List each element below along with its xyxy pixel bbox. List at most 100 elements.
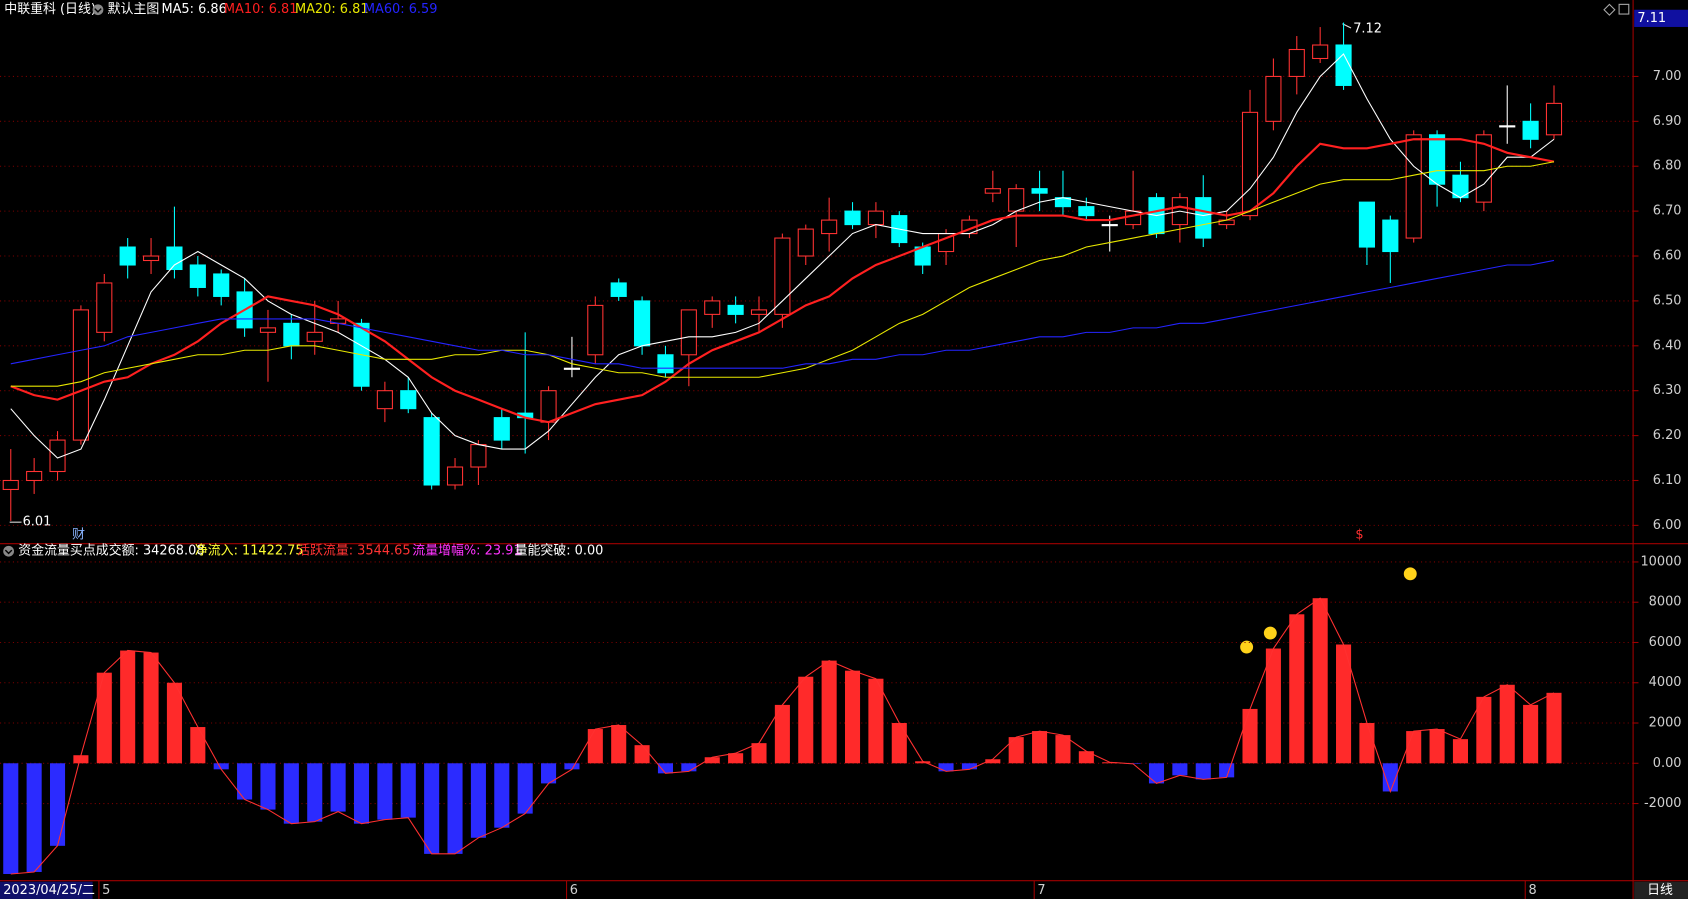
candle-body (72, 309, 89, 441)
flow-bar (400, 763, 416, 818)
legend-entry: MA20: 6.81 (295, 2, 369, 17)
flow-bar (1032, 731, 1048, 764)
flow-bar (424, 763, 440, 854)
candle-body (306, 331, 323, 342)
template-icon[interactable] (92, 4, 104, 16)
y-tick-label: 6.60 (1653, 249, 1682, 264)
candle-body (2, 479, 19, 491)
candle-body (1078, 206, 1095, 217)
candle-body (1475, 134, 1492, 203)
flow-line (10, 597, 1555, 875)
candle-body (142, 255, 160, 262)
flow-bar (213, 763, 229, 770)
flow-bar (1499, 684, 1515, 764)
candle-body (1312, 44, 1329, 60)
candle-body (680, 309, 697, 356)
candle-body (470, 444, 487, 468)
candle-body (49, 439, 66, 473)
indicator-value: 量能突破: 0.00 (515, 543, 604, 559)
flow-bar (798, 676, 814, 764)
flow-bar (330, 763, 346, 812)
candle-body (1008, 188, 1025, 212)
candle-body (610, 282, 627, 297)
flow-bar (1008, 737, 1024, 764)
last-price-box (1634, 9, 1688, 27)
flow-bar (143, 652, 159, 764)
flow-bar (681, 763, 697, 772)
indicator-icon[interactable] (3, 545, 14, 557)
flow-bar (353, 763, 370, 824)
candle-body (1405, 134, 1422, 239)
y-tick-label: 6.10 (1653, 473, 1682, 488)
y-tick-label: 6.90 (1653, 114, 1682, 129)
x-tick-label: 6 (570, 883, 578, 898)
diamond-icon[interactable] (1603, 3, 1616, 16)
candle-body (1288, 48, 1305, 77)
candle-body (1522, 120, 1539, 140)
candle-body (166, 246, 183, 271)
y-tick-label: 6.50 (1653, 293, 1682, 308)
flow-bar (1452, 739, 1469, 764)
ma-line (10, 138, 1555, 424)
flow-bar (1102, 762, 1118, 764)
flow-bar (26, 763, 42, 872)
window-icon[interactable] (1618, 3, 1630, 15)
candle-body (634, 300, 651, 347)
candle-body (493, 417, 510, 441)
template-name[interactable]: 默认主图 (108, 1, 160, 17)
candle-body (96, 282, 113, 333)
candle-body (1335, 44, 1352, 86)
flow-bar (1382, 763, 1398, 792)
signal-icon (1263, 626, 1277, 640)
event-marker[interactable]: $ (1355, 528, 1363, 543)
flow-bar (1523, 704, 1539, 764)
candle-body (376, 390, 393, 410)
flow-bar (868, 678, 884, 764)
candle-body (1241, 111, 1259, 217)
indicator-value: 成交额: 34268.08 (96, 543, 205, 559)
flow-bar (1546, 692, 1562, 764)
flow-bar (377, 763, 393, 820)
y-tick-label: 6.40 (1653, 338, 1682, 353)
y-tick-label: 6.70 (1653, 204, 1682, 219)
candle-body (727, 304, 744, 315)
candle-body (400, 390, 417, 410)
flow-bar (541, 763, 557, 784)
last-price-label: 7.11 (1637, 11, 1666, 26)
flow-bar (774, 704, 790, 764)
signal-icon (1403, 567, 1417, 581)
flow-bar (1336, 644, 1352, 764)
flow-bar (470, 763, 486, 838)
flow-bar (166, 682, 182, 764)
flow-bar (751, 743, 767, 764)
flow-bar (494, 763, 510, 828)
flow-bar (517, 763, 533, 814)
flow-bar (1476, 696, 1492, 764)
legend-entry: MA60: 6.59 (364, 2, 438, 17)
flow-bar (73, 755, 89, 764)
date-box (0, 881, 93, 899)
legend-entry: MA5: 6.86 (161, 2, 226, 17)
y-tick-label: 8000 (1649, 595, 1682, 610)
indicator-title[interactable]: 资金流量买点 (18, 543, 96, 559)
flow-bar (1359, 723, 1375, 764)
flow-bar (821, 660, 837, 764)
flow-bar (1219, 763, 1235, 778)
period-label[interactable]: 日线 (1647, 883, 1673, 898)
finance-marker[interactable]: 财 (72, 528, 85, 543)
y-tick-label: 6.00 (1653, 518, 1682, 533)
flow-bar (1195, 763, 1211, 780)
candle-body (1101, 224, 1118, 227)
candle-body (1195, 197, 1212, 239)
flow-bar (915, 761, 931, 764)
period-box (1634, 881, 1688, 899)
flow-bar (891, 723, 907, 764)
y-tick-label: 0.00 (1653, 756, 1682, 771)
candle-body (446, 466, 464, 486)
flow-bar (96, 672, 112, 764)
candle-body (1499, 125, 1516, 128)
candle-body (213, 273, 230, 297)
flow-bar (307, 763, 323, 822)
flow-bar (49, 763, 66, 846)
